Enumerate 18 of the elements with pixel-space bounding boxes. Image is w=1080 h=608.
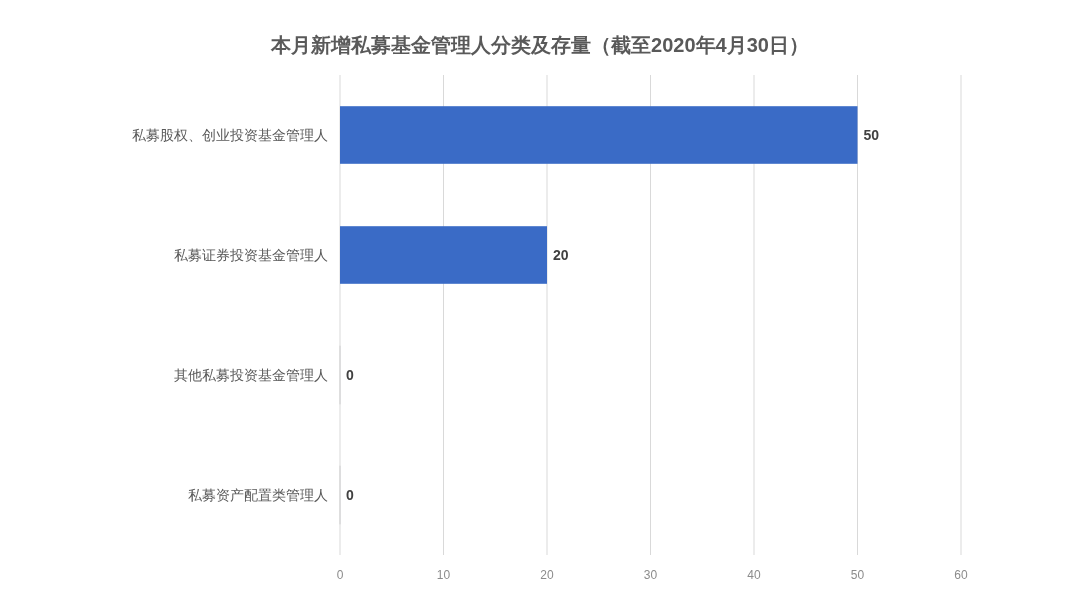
x-tick-label: 20 <box>540 568 554 582</box>
x-tick-label: 60 <box>954 568 968 582</box>
y-tick-label: 其他私募投资基金管理人 <box>174 367 328 383</box>
data-label: 0 <box>346 367 354 383</box>
y-tick-label: 私募股权、创业投资基金管理人 <box>132 127 328 143</box>
data-label: 20 <box>553 247 569 263</box>
data-label: 0 <box>346 487 354 503</box>
x-tick-label: 10 <box>436 568 451 582</box>
y-tick-label: 私募资产配置类管理人 <box>188 487 328 503</box>
data-label: 50 <box>863 127 880 143</box>
chart-title: 本月新增私募基金管理人分类及存量（截至2020年4月30日） <box>270 34 809 56</box>
y-tick-label: 私募证券投资基金管理人 <box>174 247 328 263</box>
x-tick-label: 30 <box>643 568 658 582</box>
x-tick-label: 0 <box>336 568 344 582</box>
bar <box>340 106 858 164</box>
bar <box>340 226 547 284</box>
x-tick-label: 50 <box>850 568 865 582</box>
x-tick-label: 40 <box>747 568 761 582</box>
